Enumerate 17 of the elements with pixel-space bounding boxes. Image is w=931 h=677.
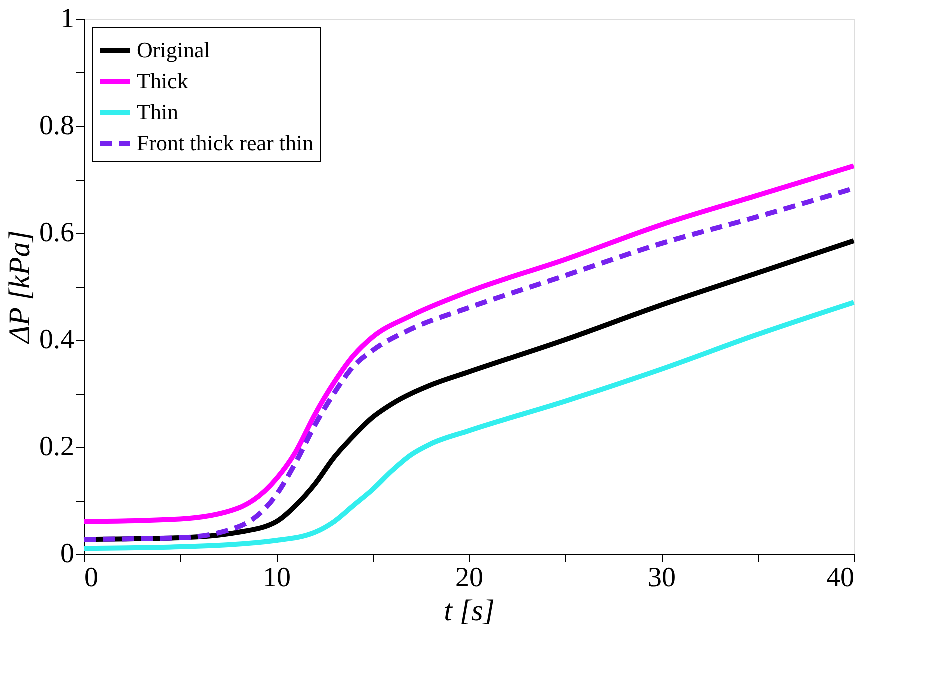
x-tick-label: 30 [648,562,676,594]
x-axis-title: t [s] [444,594,495,628]
y-tick-label: 0.2 [40,432,74,462]
y-tick-label: 0 [60,538,74,570]
legend-label: Front thick rear thin [137,130,314,156]
legend-label: Thin [137,100,179,124]
x-tick-label: 0 [84,562,98,594]
y-axis-title: ΔP [kPa] [4,230,36,344]
legend-label: Thick [137,68,188,94]
y-tick-label: 0.4 [40,324,74,356]
legend-label: Original [137,38,210,62]
x-tick-label: 10 [263,562,291,594]
x-tick-label: 40 [826,562,854,594]
y-tick-label: 0.6 [40,218,74,248]
y-tick-label: 1 [60,4,74,34]
y-tick-label: 0.8 [40,110,74,142]
x-tick-label: 20 [456,562,484,594]
